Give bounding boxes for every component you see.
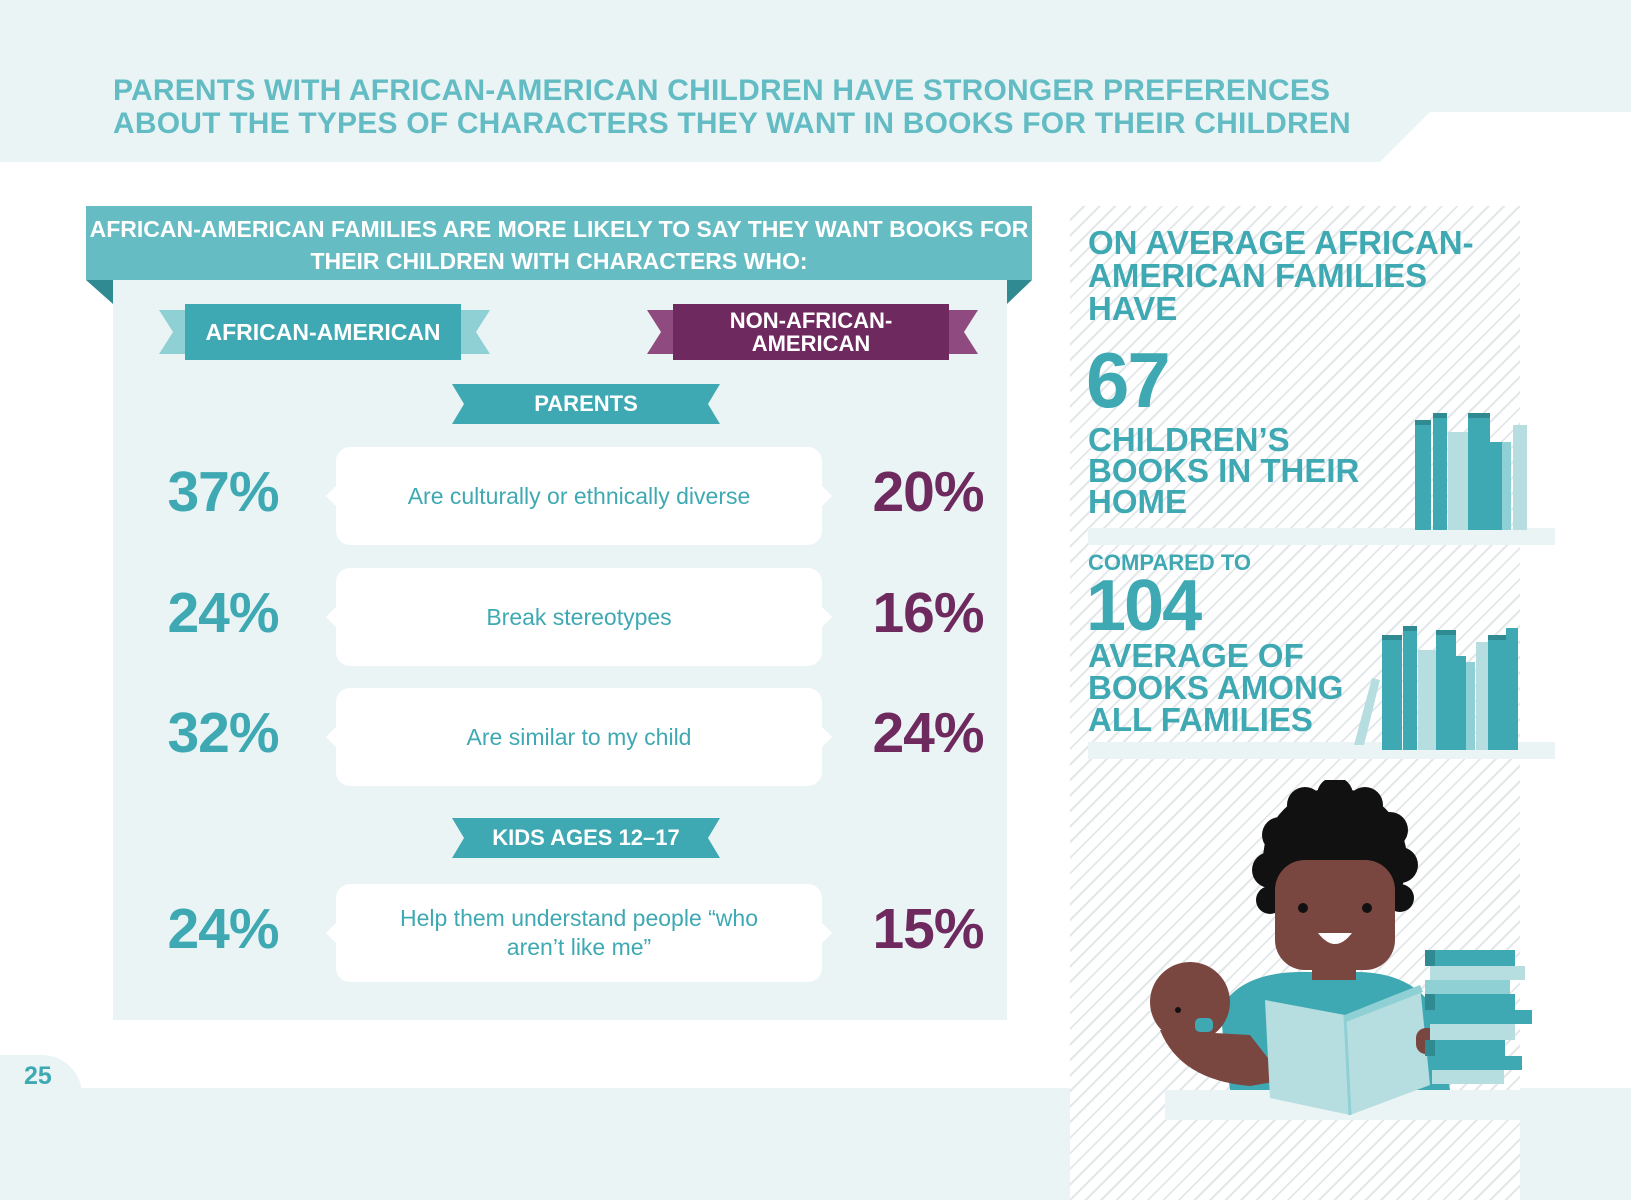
books-pile-icon <box>1425 950 1532 1084</box>
bookshelf-1 <box>1088 528 1555 545</box>
books-stack-1-icon <box>1415 413 1527 530</box>
sidebar-label-all: AVERAGE OF BOOKS AMONG ALL FAMILIES <box>1088 637 1344 738</box>
page-number: 25 <box>24 1062 52 1090</box>
legend-non-african-american: NON-AFRICAN-AMERICAN <box>673 304 949 360</box>
section-parents: PARENTS <box>452 384 720 424</box>
row-1-naa-percent: 20% <box>872 460 984 524</box>
row-3-aa-percent: 32% <box>167 701 279 765</box>
row-4-naa-percent: 15% <box>872 897 984 961</box>
row-4-aa-percent: 24% <box>167 897 279 961</box>
page-title: PARENTS WITH AFRICAN-AMERICAN CHILDREN H… <box>113 74 1351 140</box>
header-notch <box>1380 112 1631 162</box>
row-1-aa-percent: 37% <box>167 460 279 524</box>
row-1-label: Are culturally or ethnically diverse <box>326 447 832 545</box>
sidebar-compared: COMPARED TO <box>1088 550 1251 575</box>
sidebar-intro: ON AVERAGE AFRICAN-AMERICAN FAMILIES HAV… <box>1088 224 1474 327</box>
legend-african-american: AFRICAN-AMERICAN <box>185 304 461 360</box>
row-2-label: Break stereotypes <box>326 568 832 666</box>
banner-fold-left <box>86 280 113 304</box>
sidebar-label-aa: CHILDREN’S BOOKS IN THEIR HOME <box>1088 421 1360 520</box>
row-2-naa-percent: 16% <box>872 581 984 645</box>
header-band <box>0 0 1631 162</box>
row-4-label: Help them understand people “who aren’t … <box>326 884 832 982</box>
row-3-naa-percent: 24% <box>872 701 984 765</box>
section-kids: KIDS AGES 12–17 <box>452 818 720 858</box>
sidebar-number-all: 104 <box>1086 566 1202 646</box>
row-3-label: Are similar to my child <box>326 688 832 786</box>
parent-reading-illustration <box>1150 780 1520 1120</box>
row-2-aa-percent: 24% <box>167 581 279 645</box>
panel-heading-banner <box>86 206 1032 280</box>
banner-fold-right <box>1007 280 1032 304</box>
sidebar-number-aa: 67 <box>1086 336 1171 424</box>
panel-heading: AFRICAN-AMERICAN FAMILIES ARE MORE LIKEL… <box>89 216 1029 274</box>
books-stack-2-icon <box>1354 626 1518 750</box>
